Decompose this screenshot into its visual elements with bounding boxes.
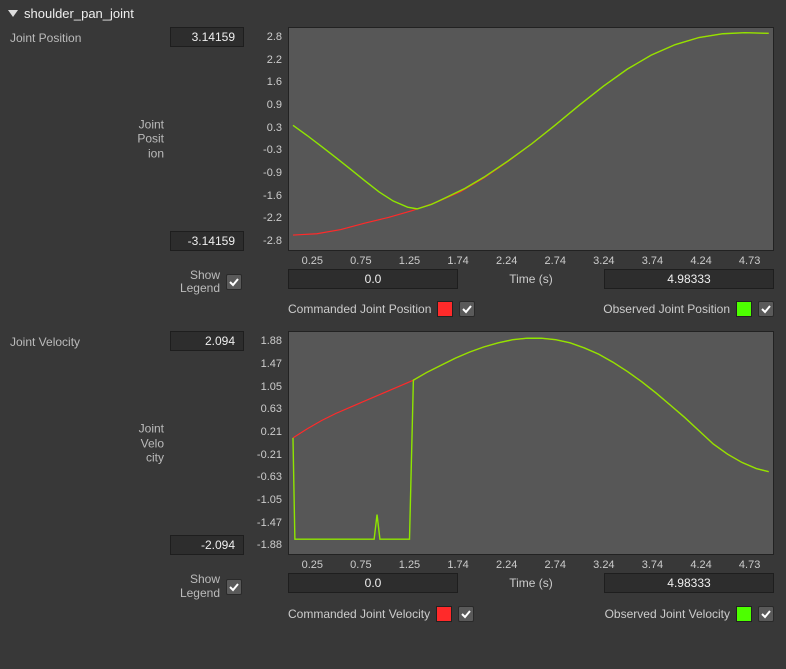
legend-checkbox[interactable] [758, 606, 774, 622]
legend-swatch [436, 606, 452, 622]
legend-swatch [437, 301, 453, 317]
x-min-input[interactable]: 0.0 [288, 269, 458, 289]
legend-checkbox[interactable] [458, 606, 474, 622]
legend-label: Observed Joint Position [603, 302, 730, 316]
plot-area[interactable] [288, 331, 774, 555]
y-min-input[interactable]: -2.094 [170, 535, 244, 555]
show-legend: ShowLegend [116, 573, 244, 599]
legend-checkbox[interactable] [758, 301, 774, 317]
section-title: shoulder_pan_joint [24, 6, 134, 21]
panel-position: Joint Position 3.14159 JointPosition -3.… [6, 27, 780, 267]
legend-checkbox[interactable] [459, 301, 475, 317]
panel-title: Joint Velocity [6, 331, 116, 349]
legend-row-position: Commanded Joint Position Observed Joint … [6, 297, 780, 317]
y-axis-label: JointPosition [116, 117, 164, 160]
y-ticks: 1.881.471.050.630.21-0.21-0.63-1.05-1.47… [248, 331, 288, 555]
y-max-input[interactable]: 2.094 [170, 331, 244, 351]
y-max-input[interactable]: 3.14159 [170, 27, 244, 47]
time-controls: 0.0 Time (s) 4.98333 [288, 573, 774, 593]
legend-item-1: Observed Joint Position [603, 301, 774, 317]
legend-label: Observed Joint Velocity [605, 607, 730, 621]
x-min-input[interactable]: 0.0 [288, 573, 458, 593]
legend-swatch [736, 301, 752, 317]
y-min-input[interactable]: -3.14159 [170, 231, 244, 251]
x-axis-label: Time (s) [458, 576, 604, 590]
root-panel: shoulder_pan_joint Joint Position 3.1415… [0, 0, 786, 642]
section-header[interactable]: shoulder_pan_joint [6, 4, 780, 27]
collapse-icon[interactable] [8, 10, 18, 17]
x-max-input[interactable]: 4.98333 [604, 573, 774, 593]
legend-label: Commanded Joint Position [288, 302, 431, 316]
y-axis-label: JointVelocity [116, 422, 164, 465]
panel-title: Joint Position [6, 27, 116, 45]
x-ticks: 0.250.751.251.742.242.743.243.744.244.73 [288, 251, 774, 267]
x-max-input[interactable]: 4.98333 [604, 269, 774, 289]
y-axis-column: 3.14159 JointPosition -3.14159 2.82.21.6… [116, 27, 244, 251]
plot-area[interactable] [288, 27, 774, 251]
legend-item-1: Observed Joint Velocity [605, 606, 774, 622]
legend-item-0: Commanded Joint Position [288, 301, 475, 317]
time-controls: 0.0 Time (s) 4.98333 [288, 269, 774, 289]
show-legend: ShowLegend [116, 269, 244, 295]
legend-item-0: Commanded Joint Velocity [288, 606, 474, 622]
show-legend-checkbox[interactable] [226, 579, 242, 595]
x-axis-label: Time (s) [458, 272, 604, 286]
x-axis-row-position: ShowLegend 0.0 Time (s) 4.98333 [6, 269, 780, 295]
show-legend-checkbox[interactable] [226, 274, 242, 290]
legend-swatch [736, 606, 752, 622]
x-axis-row-velocity: ShowLegend 0.0 Time (s) 4.98333 [6, 573, 780, 599]
x-ticks: 0.250.751.251.742.242.743.243.744.244.73 [288, 555, 774, 571]
panel-velocity: Joint Velocity 2.094 JointVelocity -2.09… [6, 331, 780, 571]
legend-row-velocity: Commanded Joint Velocity Observed Joint … [6, 602, 780, 622]
plot-wrap: 0.250.751.251.742.242.743.243.744.244.73 [288, 27, 780, 267]
y-axis-column: 2.094 JointVelocity -2.094 1.881.471.050… [116, 331, 244, 555]
legend-label: Commanded Joint Velocity [288, 607, 430, 621]
y-ticks: 2.82.21.60.90.3-0.3-0.9-1.6-2.2-2.8 [248, 27, 288, 251]
plot-wrap: 0.250.751.251.742.242.743.243.744.244.73 [288, 331, 780, 571]
